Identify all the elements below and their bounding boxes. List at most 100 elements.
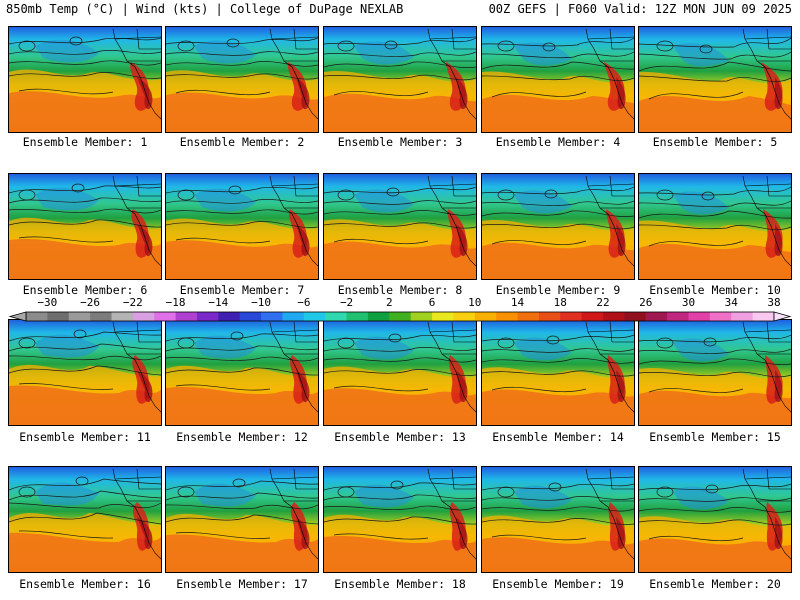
map-image <box>166 27 318 132</box>
colorbar-swatch <box>325 312 347 321</box>
colorbar-swatch <box>154 312 176 321</box>
ensemble-member-map <box>323 319 477 426</box>
ensemble-member-label: Ensemble Member: 7 <box>179 283 305 297</box>
colorbar-swatch <box>90 312 112 321</box>
ensemble-member-map <box>481 173 635 280</box>
ensemble-member-map <box>165 466 319 573</box>
ensemble-member-map <box>638 26 792 133</box>
ensemble-member-label: Ensemble Member: 12 <box>176 430 308 444</box>
colorbar-tick-label: 14 <box>510 296 525 309</box>
colorbar-swatch <box>47 312 70 321</box>
colorbar-swatch <box>538 312 561 321</box>
header-title: 850mb Temp (°C) | Wind (kts) | College o… <box>6 2 404 16</box>
colorbar-swatch <box>752 312 775 321</box>
ensemble-member-map <box>8 26 162 133</box>
colorbar-swatch <box>261 312 283 321</box>
colorbar-swatch <box>731 312 754 321</box>
ensemble-member-map <box>638 466 792 573</box>
ensemble-member-map <box>165 173 319 280</box>
ensemble-member-label: Ensemble Member: 14 <box>492 430 624 444</box>
ensemble-member-label: Ensemble Member: 3 <box>337 135 463 149</box>
colorbar-tick-label: −18 <box>165 296 186 309</box>
map-image <box>324 174 476 279</box>
colorbar-tick-label: 10 <box>468 296 482 309</box>
ensemble-member-map <box>8 173 162 280</box>
colorbar-swatch <box>603 312 625 321</box>
colorbar-tick-label: −22 <box>122 296 143 309</box>
map-image <box>9 174 161 279</box>
colorbar-swatch <box>709 312 732 321</box>
colorbar-swatch <box>367 312 390 321</box>
map-image <box>324 27 476 132</box>
map-image <box>9 320 161 425</box>
header-valid-time: 00Z GEFS | F060 Valid: 12Z MON JUN 09 20… <box>488 2 792 16</box>
colorbar-swatch <box>175 312 198 321</box>
ensemble-member-map <box>8 466 162 573</box>
ensemble-member-map <box>638 173 792 280</box>
map-image <box>482 467 634 572</box>
ensemble-member-label: Ensemble Member: 16 <box>19 577 151 591</box>
ensemble-member-label: Ensemble Member: 4 <box>495 135 621 149</box>
map-image <box>482 174 634 279</box>
colorbar-swatch <box>218 312 241 321</box>
colorbar-tick-label: 38 <box>767 296 781 309</box>
colorbar-left-arrow <box>8 311 27 322</box>
ensemble-member-map <box>481 466 635 573</box>
colorbar-tick-label: 30 <box>681 296 696 309</box>
colorbar-right-arrow <box>773 311 792 322</box>
colorbar-swatch <box>389 312 412 321</box>
ensemble-member-label: Ensemble Member: 2 <box>179 135 305 149</box>
map-image <box>324 320 476 425</box>
colorbar-swatch <box>667 312 689 321</box>
map-image <box>639 174 791 279</box>
map-image <box>166 467 318 572</box>
ensemble-member-map <box>323 173 477 280</box>
ensemble-member-label: Ensemble Member: 13 <box>334 430 466 444</box>
colorbar-tick-label: −14 <box>208 296 229 309</box>
colorbar-swatch <box>624 312 647 321</box>
colorbar-swatch <box>410 312 433 321</box>
colorbar-swatch <box>239 312 262 321</box>
map-image <box>639 27 791 132</box>
ensemble-member-label: Ensemble Member: 15 <box>649 430 781 444</box>
colorbar-swatch <box>517 312 540 321</box>
ensemble-member-label: Ensemble Member: 19 <box>492 577 624 591</box>
map-image <box>639 320 791 425</box>
temperature-colorbar: −30 −26 −22 −18 −14 −10 −6 −2 2 6 10 14 18 22 26 30 34 38… <box>8 297 792 328</box>
map-image <box>166 174 318 279</box>
colorbar-tick-label: 34 <box>724 296 738 309</box>
colorbar-swatch <box>688 312 711 321</box>
ensemble-member-map <box>165 319 319 426</box>
ensemble-member-label: Ensemble Member: 6 <box>22 283 148 297</box>
ensemble-member-map <box>481 26 635 133</box>
colorbar-tick-label: −10 <box>251 296 272 309</box>
colorbar-swatch <box>282 312 305 321</box>
ensemble-member-label: Ensemble Member: 20 <box>649 577 781 591</box>
map-image <box>9 27 161 132</box>
ensemble-member-map <box>638 319 792 426</box>
colorbar-swatch <box>26 312 48 321</box>
colorbar-tick-label: −30 <box>37 296 58 309</box>
colorbar-swatch <box>645 312 668 321</box>
ensemble-member-map <box>165 26 319 133</box>
colorbar-swatch <box>68 312 91 321</box>
map-image <box>9 467 161 572</box>
map-image <box>639 467 791 572</box>
colorbar-tick-label: −26 <box>80 296 101 309</box>
colorbar-swatches <box>8 311 792 322</box>
ensemble-member-label: Ensemble Member: 17 <box>176 577 308 591</box>
ensemble-member-map <box>323 26 477 133</box>
ensemble-member-map <box>8 319 162 426</box>
ensemble-member-map <box>481 319 635 426</box>
colorbar-tick-label: 22 <box>596 296 610 309</box>
map-image <box>482 320 634 425</box>
colorbar-swatch <box>560 312 583 321</box>
ensemble-member-label: Ensemble Member: 11 <box>19 430 151 444</box>
colorbar-swatch <box>196 312 219 321</box>
colorbar-tick-label: 26 <box>639 296 653 309</box>
colorbar-tick-label: 2 <box>386 296 393 309</box>
colorbar-swatch <box>111 312 134 321</box>
colorbar-swatch <box>132 312 155 321</box>
colorbar-swatch <box>346 312 369 321</box>
